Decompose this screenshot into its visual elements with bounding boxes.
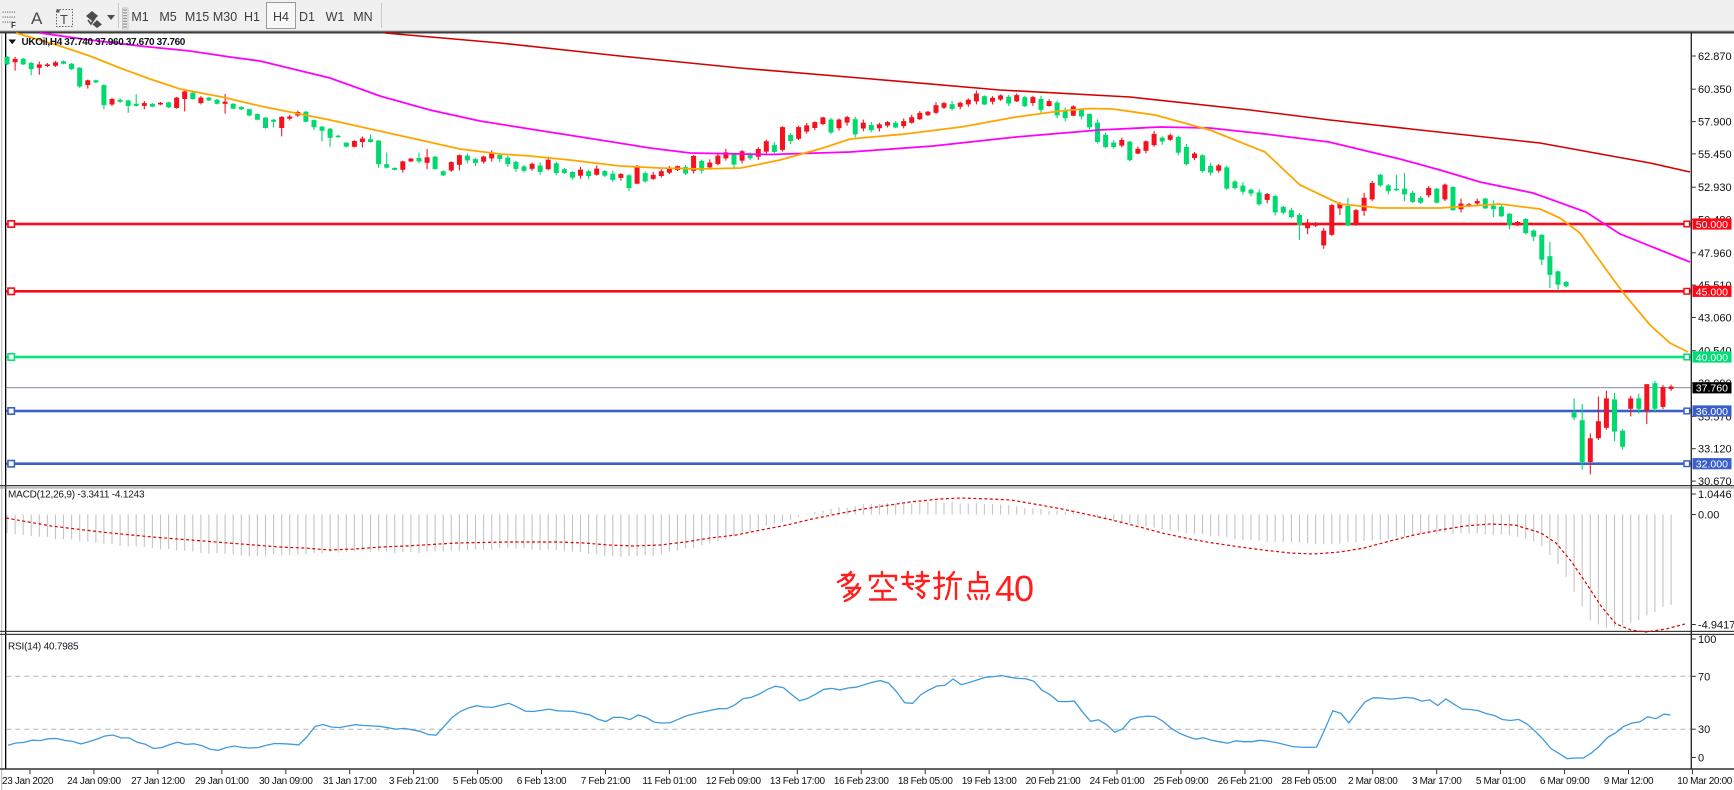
- svg-text:RSI(14) 40.7985: RSI(14) 40.7985: [8, 642, 79, 653]
- svg-text:52.930: 52.930: [1698, 182, 1732, 194]
- svg-text:13 Feb 17:00: 13 Feb 17:00: [770, 776, 826, 787]
- svg-text:57.900: 57.900: [1698, 117, 1732, 129]
- svg-text:36.000: 36.000: [1696, 406, 1728, 418]
- svg-text:11 Feb 01:00: 11 Feb 01:00: [642, 776, 697, 787]
- svg-text:MN: MN: [353, 10, 372, 24]
- svg-text:24 Jan 09:00: 24 Jan 09:00: [67, 776, 121, 787]
- svg-text:M5: M5: [159, 10, 176, 24]
- svg-text:100: 100: [1698, 634, 1716, 646]
- svg-text:31 Jan 17:00: 31 Jan 17:00: [323, 776, 377, 787]
- svg-text:9 Mar 12:00: 9 Mar 12:00: [1604, 776, 1654, 787]
- svg-text:0.00: 0.00: [1698, 510, 1719, 522]
- svg-text:7 Feb 21:00: 7 Feb 21:00: [581, 776, 631, 787]
- svg-text:6 Feb 13:00: 6 Feb 13:00: [517, 776, 567, 787]
- svg-text:10 Mar 20:00: 10 Mar 20:00: [1677, 776, 1733, 787]
- svg-text:6 Mar 09:00: 6 Mar 09:00: [1540, 776, 1590, 787]
- svg-text:W1: W1: [326, 10, 345, 24]
- svg-text:A: A: [31, 9, 43, 28]
- svg-text:UKOil,H4 37.740 37.960 37.670: UKOil,H4 37.740 37.960 37.670 37.760: [22, 37, 186, 48]
- svg-text:40.000: 40.000: [1696, 352, 1728, 364]
- svg-text:-4.9417: -4.9417: [1698, 620, 1734, 632]
- svg-text:25 Feb 09:00: 25 Feb 09:00: [1154, 776, 1210, 787]
- svg-text:20 Feb 21:00: 20 Feb 21:00: [1026, 776, 1082, 787]
- svg-text:T: T: [60, 12, 68, 27]
- svg-text:27 Jan 12:00: 27 Jan 12:00: [131, 776, 185, 787]
- svg-text:62.870: 62.870: [1698, 51, 1732, 63]
- svg-text:F: F: [11, 21, 16, 30]
- svg-text:28 Feb 05:00: 28 Feb 05:00: [1281, 776, 1337, 787]
- svg-text:19 Feb 13:00: 19 Feb 13:00: [962, 776, 1018, 787]
- svg-text:24 Feb 01:00: 24 Feb 01:00: [1090, 776, 1146, 787]
- svg-text:5 Feb 05:00: 5 Feb 05:00: [453, 776, 503, 787]
- svg-text:30: 30: [1698, 724, 1710, 736]
- svg-text:55.450: 55.450: [1698, 149, 1732, 161]
- svg-text:D1: D1: [299, 10, 315, 24]
- svg-text:3 Feb 21:00: 3 Feb 21:00: [389, 776, 439, 787]
- svg-text:M30: M30: [213, 10, 237, 24]
- svg-text:29 Jan 01:00: 29 Jan 01:00: [195, 776, 249, 787]
- svg-text:2 Mar 08:00: 2 Mar 08:00: [1348, 776, 1398, 787]
- svg-text:16 Feb 23:00: 16 Feb 23:00: [834, 776, 890, 787]
- svg-text:37.760: 37.760: [1696, 383, 1728, 395]
- svg-text:30 Jan 09:00: 30 Jan 09:00: [259, 776, 313, 787]
- svg-text:0: 0: [1698, 753, 1704, 765]
- svg-text:33.120: 33.120: [1698, 444, 1732, 456]
- svg-text:18 Feb 05:00: 18 Feb 05:00: [898, 776, 954, 787]
- svg-text:M1: M1: [131, 10, 148, 24]
- svg-text:47.960: 47.960: [1698, 248, 1732, 260]
- svg-text:MACD(12,26,9) -3.3411 -4.1243: MACD(12,26,9) -3.3411 -4.1243: [8, 490, 145, 501]
- svg-text:H4: H4: [273, 10, 289, 24]
- svg-text:70: 70: [1698, 671, 1710, 683]
- svg-text:45.000: 45.000: [1696, 286, 1728, 298]
- svg-text:26 Feb 21:00: 26 Feb 21:00: [1218, 776, 1274, 787]
- svg-text:60.350: 60.350: [1698, 84, 1732, 96]
- svg-text:H1: H1: [244, 10, 260, 24]
- svg-text:40: 40: [995, 568, 1033, 609]
- svg-text:5 Mar 01:00: 5 Mar 01:00: [1476, 776, 1526, 787]
- svg-text:3 Mar 17:00: 3 Mar 17:00: [1412, 776, 1462, 787]
- svg-text:1.0446: 1.0446: [1698, 489, 1732, 501]
- svg-text:32.000: 32.000: [1696, 459, 1728, 471]
- svg-text:30.670: 30.670: [1698, 476, 1732, 488]
- svg-text:M15: M15: [185, 10, 209, 24]
- svg-text:23 Jan 2020: 23 Jan 2020: [2, 776, 54, 787]
- svg-text:43.060: 43.060: [1698, 313, 1732, 325]
- svg-text:50.000: 50.000: [1696, 219, 1728, 231]
- svg-text:12 Feb 09:00: 12 Feb 09:00: [706, 776, 762, 787]
